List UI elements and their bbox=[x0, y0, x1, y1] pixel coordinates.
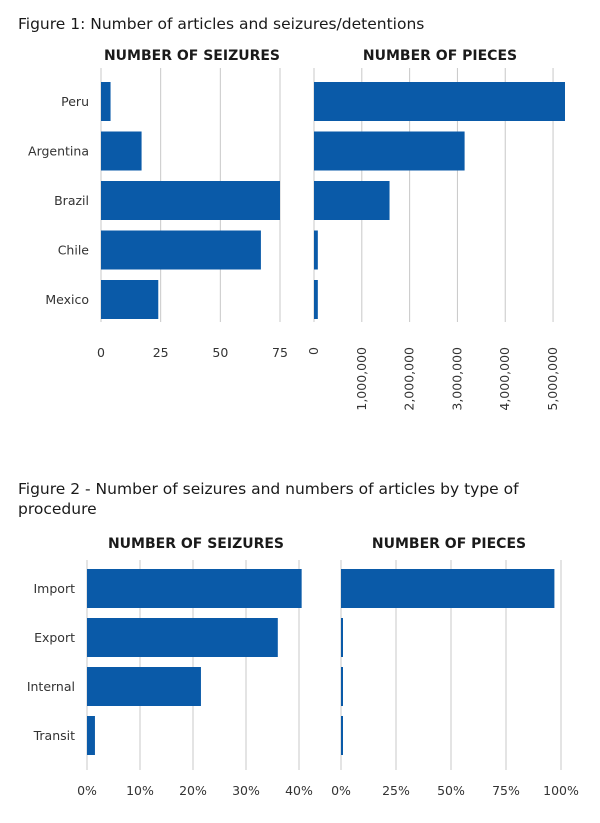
f2-pieces-tick-label: 75% bbox=[492, 783, 520, 798]
f1-seizures-bar-chile bbox=[101, 230, 261, 270]
f2-seizures-tick-label: 10% bbox=[126, 783, 154, 798]
f2-seizures-bar-transit bbox=[87, 716, 95, 755]
f1-seizures-bar-peru bbox=[101, 82, 111, 121]
f2-pieces-tick-label: 0% bbox=[331, 783, 351, 798]
f1-pieces-tick-label: 0 bbox=[306, 347, 321, 355]
f1-seizures-category-label: Argentina bbox=[28, 144, 89, 159]
f1-seizures-bar-mexico bbox=[101, 280, 159, 319]
f1-pieces-bar-mexico bbox=[314, 280, 318, 319]
f2-pieces-tick-label: 50% bbox=[437, 783, 465, 798]
f2-pieces-bar-internal bbox=[341, 667, 343, 706]
f1-seizures-category-label: Chile bbox=[58, 243, 90, 258]
f1-pieces-panel-title: NUMBER OF PIECES bbox=[363, 48, 517, 64]
f2-seizures-bar-import bbox=[87, 569, 302, 608]
f1-pieces-bar-argentina bbox=[314, 131, 465, 171]
f1-seizures-category-label: Mexico bbox=[45, 292, 89, 307]
f2-seizures-tick-label: 20% bbox=[179, 783, 207, 798]
f1-pieces-tick-label: 5,000,000 bbox=[545, 347, 560, 411]
f1-seizures-tick-label: 75 bbox=[272, 345, 288, 360]
f2-seizures-tick-label: 40% bbox=[285, 783, 313, 798]
f1-seizures-tick-label: 0 bbox=[97, 345, 105, 360]
f2-pieces-panel-title: NUMBER OF PIECES bbox=[372, 536, 526, 552]
f2-pieces-tick-label: 100% bbox=[543, 783, 579, 798]
f1-seizures-category-label: Brazil bbox=[54, 193, 89, 208]
f1-seizures-panel-title: NUMBER OF SEIZURES bbox=[104, 48, 280, 64]
f2-seizures-bar-export bbox=[87, 618, 278, 657]
f1-pieces-bar-peru bbox=[314, 82, 565, 121]
f2-seizures-bar-internal bbox=[87, 667, 201, 706]
f2-pieces-bar-import bbox=[341, 569, 555, 608]
f2-pieces-tick-label: 25% bbox=[382, 783, 410, 798]
f2-seizures-category-label: Import bbox=[34, 581, 76, 596]
f1-pieces-bar-chile bbox=[314, 230, 318, 270]
f2-seizures-category-label: Transit bbox=[33, 728, 76, 743]
f1-seizures-tick-label: 25 bbox=[153, 345, 169, 360]
f1-pieces-tick-label: 4,000,000 bbox=[497, 347, 512, 411]
f2-pieces-bar-transit bbox=[341, 716, 343, 755]
f1-seizures-category-label: Peru bbox=[61, 94, 89, 109]
figure-1-title: Figure 1: Number of articles and seizure… bbox=[18, 15, 425, 33]
f2-seizures-category-label: Export bbox=[34, 630, 75, 645]
f2-seizures-tick-label: 0% bbox=[77, 783, 97, 798]
f2-seizures-tick-label: 30% bbox=[232, 783, 260, 798]
f1-pieces-tick-label: 1,000,000 bbox=[354, 347, 369, 411]
f1-seizures-tick-label: 50 bbox=[212, 345, 228, 360]
f1-pieces-tick-label: 2,000,000 bbox=[402, 347, 417, 411]
f1-pieces-bar-brazil bbox=[314, 181, 390, 220]
f2-pieces-bar-export bbox=[341, 618, 343, 657]
f1-pieces-tick-label: 3,000,000 bbox=[449, 347, 464, 411]
f1-seizures-bar-argentina bbox=[101, 131, 142, 171]
f2-seizures-panel-title: NUMBER OF SEIZURES bbox=[108, 536, 284, 552]
f2-seizures-category-label: Internal bbox=[27, 679, 75, 694]
f1-seizures-bar-brazil bbox=[101, 181, 280, 220]
figure-2-title: Figure 2 - Number of seizures and number… bbox=[18, 480, 519, 518]
